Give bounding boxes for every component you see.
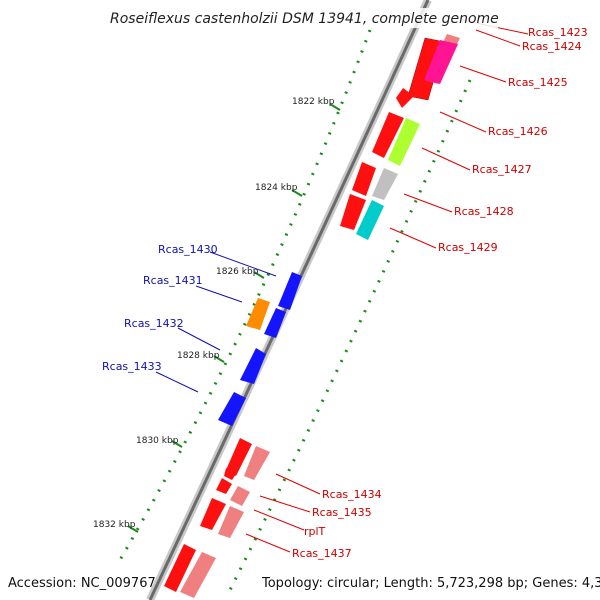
gene-label-rcas-1431[interactable]: Rcas_1431 [143,274,203,287]
kbp-label: 1830 kbp [136,436,179,446]
gene-rcas-1430[interactable] [278,272,302,310]
gene-rcas-1437[interactable] [180,552,216,598]
outer-dotted-track [118,29,372,561]
gene-rcas-1433[interactable] [218,392,246,426]
gene-rplt[interactable] [218,506,244,538]
gene-red-block-2[interactable] [340,194,366,230]
kbp-label: 1822 kbp [292,97,335,107]
gene-rcas-1434[interactable] [244,446,270,480]
gene-red-tiny[interactable] [224,468,236,480]
gene-label-rcas-1426[interactable]: Rcas_1426 [488,125,548,138]
gene-label-rcas-1425[interactable]: Rcas_1425 [508,76,568,89]
gene-red-lower-4[interactable] [164,544,196,592]
lower-forward-genes [164,438,270,598]
gene-rcas-1435[interactable] [230,486,250,506]
kbp-tick-marks [127,103,341,533]
kbp-label: 1828 kbp [177,351,220,361]
gene-label-rcas-1423[interactable]: Rcas_1423 [528,26,588,39]
map-title: Roseiflexus castenholzii DSM 13941, comp… [110,11,499,27]
gene-label-rcas-1432[interactable]: Rcas_1432 [124,317,184,330]
gene-label-rcas-1430[interactable]: Rcas_1430 [158,243,218,256]
gene-red-lower-1[interactable] [226,438,252,476]
gene-label-rcas-1433[interactable]: Rcas_1433 [102,360,162,373]
kbp-label: 1824 kbp [255,183,298,193]
kbp-label: 1832 kbp [93,520,136,530]
gene-label-rcas-1435[interactable]: Rcas_1435 [312,506,372,519]
leader-lines-left [155,251,277,393]
forward-strand-genes [340,34,460,240]
gene-red-lower-2[interactable] [216,478,232,494]
gene-rcas-1427[interactable] [388,118,420,166]
title-backdrop [108,8,498,28]
kbp-label: 1826 kbp [216,267,259,277]
gene-small-red-1[interactable] [396,88,414,108]
gene-label-rcas-1424[interactable]: Rcas_1424 [522,40,582,53]
reverse-strand-genes [218,272,302,426]
gene-label-rcas-1427[interactable]: Rcas_1427 [472,163,532,176]
gene-label-rplt[interactable]: rplT [304,525,326,538]
gene-red-block-1[interactable] [352,162,376,196]
gene-label-rcas-1437[interactable]: Rcas_1437 [292,547,352,560]
gene-label-rcas-1434[interactable]: Rcas_1434 [322,488,382,501]
topology-text: Topology: circular; Length: 5,723,298 bp… [261,576,600,591]
gene-rcas-1426[interactable] [372,112,404,158]
gene-rcas-1432[interactable] [240,348,266,384]
gene-red-lower-3[interactable] [200,498,226,530]
gene-rcas-1431[interactable] [246,298,270,330]
gene-label-rcas-1429[interactable]: Rcas_1429 [438,241,498,254]
gene-rcas-1428[interactable] [372,168,398,200]
gene-rcas-1429[interactable] [356,200,384,240]
accession-text: Accession: NC_009767 [8,576,156,591]
gene-blue-small[interactable] [264,308,286,338]
gene-rcas-1425[interactable] [424,40,458,84]
gene-label-rcas-1428[interactable]: Rcas_1428 [454,205,514,218]
